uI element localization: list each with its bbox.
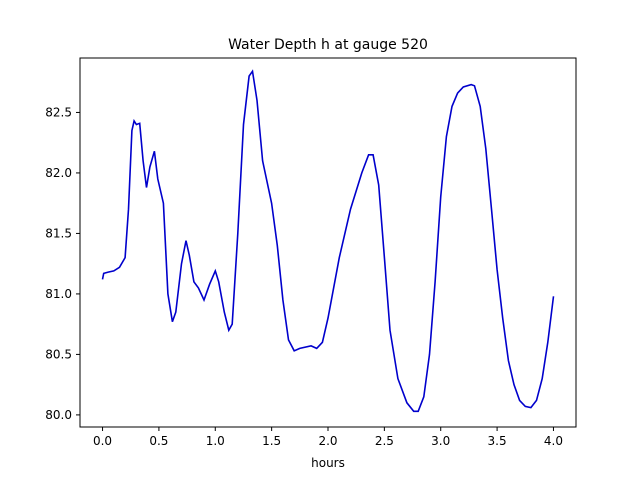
x-tick-label: 4.0 bbox=[544, 434, 563, 448]
y-tick-label: 82.5 bbox=[45, 105, 72, 119]
series-line bbox=[101, 69, 555, 413]
x-axis-label: hours bbox=[311, 456, 345, 470]
y-tick-label: 80.5 bbox=[45, 347, 72, 361]
x-tick-label: 3.5 bbox=[488, 434, 507, 448]
x-tick-label: 0.0 bbox=[93, 434, 112, 448]
x-tick-label: 0.5 bbox=[149, 434, 168, 448]
x-tick-label: 2.0 bbox=[318, 434, 337, 448]
x-tick-label: 1.0 bbox=[206, 434, 225, 448]
y-axis: 80.0 80.5 81.0 81.5 82.0 82.5 bbox=[45, 105, 80, 422]
x-tick-label: 3.0 bbox=[431, 434, 450, 448]
x-tick-label: 1.5 bbox=[262, 434, 281, 448]
plot-area bbox=[79, 57, 577, 428]
y-tick-label: 81.0 bbox=[45, 287, 72, 301]
x-axis: 0.0 0.5 1.0 1.5 2.0 2.5 3.0 3.5 4.0 bbox=[93, 427, 563, 448]
y-tick-label: 80.0 bbox=[45, 408, 72, 422]
plot-frame bbox=[79, 57, 577, 428]
y-tick-label: 82.0 bbox=[45, 166, 72, 180]
chart-title: Water Depth h at gauge 520 bbox=[228, 37, 428, 53]
y-tick-label: 81.5 bbox=[45, 226, 72, 240]
x-tick-label: 2.5 bbox=[375, 434, 394, 448]
